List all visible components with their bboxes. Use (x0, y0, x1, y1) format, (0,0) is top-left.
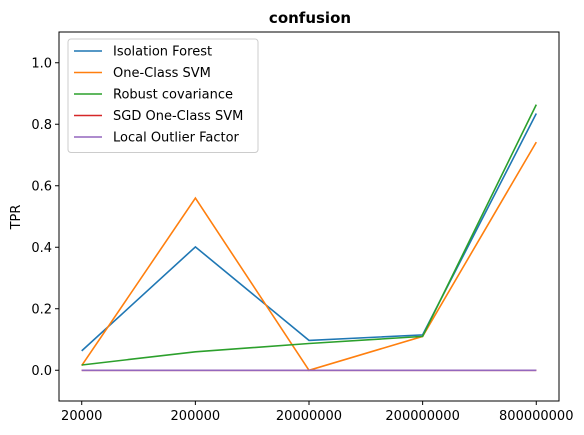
y-tick-label: 0.6 (31, 179, 52, 194)
x-tick-label: 200000000 (385, 409, 459, 424)
y-tick-label: 0.0 (31, 364, 52, 379)
y-tick-label: 0.8 (31, 118, 52, 133)
y-tick-label: 1.0 (31, 56, 52, 71)
x-tick-label: 20000000 (276, 409, 342, 424)
legend-box (67, 38, 259, 153)
x-tick-label: 200000 (171, 409, 221, 424)
series-line-isolation-forest (81, 113, 538, 352)
legend-label-local-outlier-factor: Local Outlier Factor (113, 131, 240, 146)
series-line-one-class-svm (81, 141, 537, 372)
legend-label-sgd-one-class-svm: SGD One-Class SVM (113, 109, 243, 124)
y-tick-label: 0.2 (31, 302, 52, 317)
x-tick-label: 800000000 (499, 409, 573, 424)
y-tick-label: 0.4 (31, 241, 52, 256)
y-axis-label: TPR (9, 205, 24, 231)
series-line-robust-covariance (81, 104, 538, 366)
plot-area: 20000 200000 20000000 200000000 800000000 0.0… (31, 31, 573, 424)
legend-label-robust-covariance: Robust covariance (113, 88, 233, 103)
legend: Isolation Forest One-Class SVM Robust cova… (67, 38, 259, 153)
x-tick-label: 20000 (61, 409, 102, 424)
legend-label-isolation-forest: Isolation Forest (113, 45, 212, 60)
chart-title: confusion (269, 9, 351, 27)
legend-label-one-class-svm: One-Class SVM (113, 66, 211, 81)
